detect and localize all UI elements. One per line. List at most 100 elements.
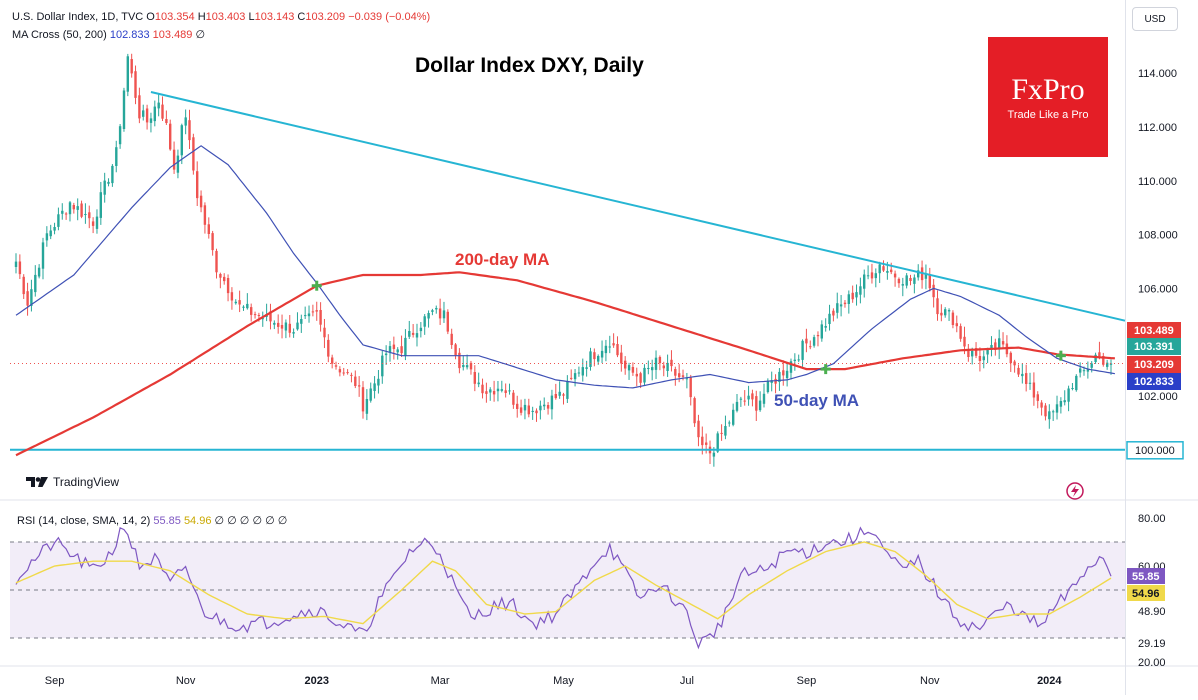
candle [49, 224, 52, 240]
candle-body [681, 375, 685, 377]
candle [1021, 363, 1024, 384]
candle-body [546, 405, 550, 409]
candle-body [928, 275, 931, 289]
candle [280, 314, 284, 339]
candle-body [238, 300, 241, 305]
price-badge-label: 102.833 [1134, 376, 1174, 388]
candle-body [142, 110, 145, 117]
candle-body [832, 310, 835, 316]
rsi-tick-label: 48.90 [1138, 606, 1166, 618]
candle [396, 347, 399, 360]
candle-body [465, 365, 469, 368]
candle [878, 261, 881, 283]
candle [465, 354, 469, 370]
candle-body [361, 387, 365, 412]
candle-body [400, 346, 403, 354]
candle [435, 305, 438, 314]
price-tick-label: 112.000 [1138, 122, 1177, 134]
candle [165, 110, 168, 125]
candle [26, 282, 29, 316]
candle-body [1075, 375, 1078, 391]
candle-body [338, 369, 342, 373]
price-axis[interactable]: 114.000 112.000 110.000 108.000 106.000 102.0… [1126, 68, 1184, 669]
candle [118, 124, 122, 149]
time-axis[interactable]: Sep Nov 2023 Mar May Jul Sep Nov 2024 [45, 675, 1063, 687]
candle-body [334, 365, 338, 367]
candle [400, 335, 403, 357]
tradingview-icon [26, 477, 48, 487]
currency-button[interactable]: USD [1132, 7, 1178, 31]
candle-body [608, 346, 611, 348]
candle [809, 340, 812, 350]
candle [550, 389, 554, 420]
candle-body [18, 261, 22, 275]
candle-body [230, 292, 234, 301]
candle-body [697, 420, 700, 438]
candle [450, 328, 453, 349]
candle-body [805, 338, 808, 344]
alert-icon[interactable] [1066, 482, 1084, 500]
candle-body [107, 181, 110, 184]
candle [905, 273, 908, 289]
candle [789, 358, 793, 380]
rsi-ma-line [15, 541, 1112, 625]
candle-body [41, 242, 45, 269]
candle-body [1055, 404, 1059, 413]
candle [816, 331, 820, 347]
candle [566, 375, 569, 404]
candle [944, 307, 947, 318]
fxpro-brand: FxPro [1011, 73, 1085, 106]
rsi-tick-label: 29.19 [1138, 638, 1166, 650]
symbol-label[interactable]: U.S. Dollar Index, 1D, TVC [12, 11, 144, 23]
candle [751, 389, 754, 407]
candle-body [789, 361, 793, 373]
candle [1032, 372, 1036, 406]
candle-body [866, 275, 870, 277]
candle [654, 350, 658, 380]
candle [1013, 359, 1016, 373]
candle [913, 274, 916, 294]
candle-body [288, 323, 291, 333]
tradingview-logo[interactable]: TradingView [26, 475, 119, 489]
candle-body [365, 399, 369, 414]
candle [327, 334, 330, 363]
candle-body [728, 422, 731, 424]
candle [203, 202, 207, 234]
candle-body [543, 404, 546, 407]
candle [37, 264, 41, 279]
rsi-label[interactable]: RSI (14, close, SMA, 14, 2) [17, 515, 151, 527]
candle [145, 104, 149, 130]
candle-body [936, 298, 939, 315]
fxpro-tagline: Trade Like a Pro [1007, 109, 1089, 121]
rsi-pane[interactable] [10, 541, 1125, 639]
candle-body [593, 352, 596, 360]
candle [743, 390, 746, 406]
candle [346, 369, 349, 375]
candle-body [982, 356, 985, 361]
candle-body [797, 359, 800, 361]
candle [936, 290, 939, 321]
candle [334, 361, 338, 370]
candle [253, 311, 257, 319]
candle [508, 383, 511, 395]
rsi-header: RSI (14, close, SMA, 14, 2) 55.85 54.96 … [17, 514, 287, 527]
ma-cross-label[interactable]: MA Cross (50, 200) [12, 29, 107, 41]
candle [932, 278, 935, 308]
candle [824, 318, 827, 332]
candle [724, 415, 727, 440]
candle [882, 260, 885, 273]
candle-body [30, 289, 33, 306]
candle [142, 104, 145, 121]
candle-body [1063, 400, 1066, 403]
candle [523, 398, 527, 420]
candle-body [311, 311, 315, 313]
candle [504, 383, 507, 398]
candle [832, 308, 835, 322]
candle [1090, 361, 1093, 373]
candle-body [1036, 394, 1039, 401]
candle [211, 230, 214, 256]
candle [477, 372, 480, 388]
